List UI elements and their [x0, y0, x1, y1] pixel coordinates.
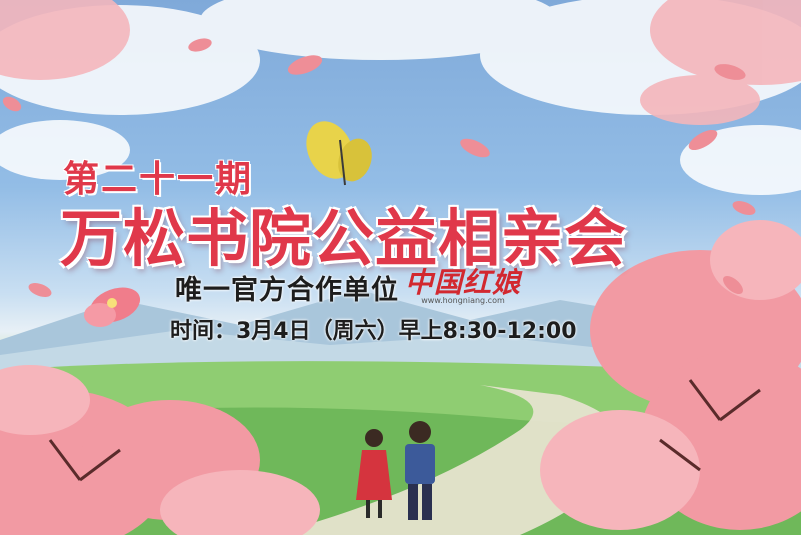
left-blossom-trees: [0, 365, 320, 535]
event-time: 时间：3月4日（周六）早上8:30-12:00: [170, 319, 577, 344]
partner-label: 唯一官方合作单位: [175, 275, 399, 306]
tree-branches: [48, 379, 761, 482]
partner-logo-url: www.hongniang.com: [421, 296, 505, 305]
event-title: 万松书院公益相亲会: [60, 202, 628, 275]
butterfly-icon: [306, 121, 372, 186]
flower-icon: [84, 287, 141, 327]
partner-logo-name: 中国红娘: [405, 266, 522, 299]
top-blossoms: [0, 0, 801, 125]
issue-number-title: 第二十一期: [63, 159, 254, 200]
partner-logo: 中国红娘 www.hongniang.com: [405, 266, 522, 306]
winding-path: [260, 385, 624, 535]
falling-petals: [2, 38, 756, 297]
partner-row: 唯一官方合作单位 中国红娘 www.hongniang.com: [175, 268, 521, 307]
couple-figures: [356, 421, 435, 520]
right-blossom-trees: [540, 220, 801, 530]
